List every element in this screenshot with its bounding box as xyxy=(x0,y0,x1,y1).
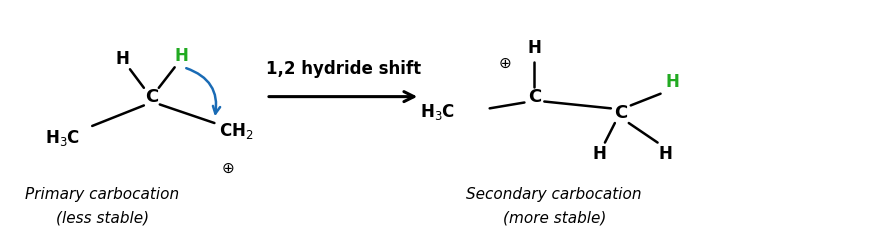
Text: $\oplus$: $\oplus$ xyxy=(220,160,234,176)
Text: H$_3$C: H$_3$C xyxy=(420,102,454,122)
Text: H$_3$C: H$_3$C xyxy=(45,128,80,148)
Text: CH$_2$: CH$_2$ xyxy=(219,121,254,141)
Text: Secondary carbocation: Secondary carbocation xyxy=(467,187,642,202)
Text: 1,2 hydride shift: 1,2 hydride shift xyxy=(266,60,420,78)
Text: C: C xyxy=(528,88,541,106)
Text: Primary carbocation: Primary carbocation xyxy=(25,187,179,202)
Text: H: H xyxy=(659,145,672,163)
Text: C: C xyxy=(614,104,628,122)
Text: H: H xyxy=(592,145,606,163)
Text: C: C xyxy=(145,88,158,106)
Text: $\oplus$: $\oplus$ xyxy=(498,56,511,71)
Text: (more stable): (more stable) xyxy=(503,210,606,225)
Text: H: H xyxy=(527,39,541,57)
Text: H: H xyxy=(175,47,189,64)
Text: H: H xyxy=(115,51,129,68)
Text: H: H xyxy=(666,73,679,91)
Text: (less stable): (less stable) xyxy=(56,210,149,225)
